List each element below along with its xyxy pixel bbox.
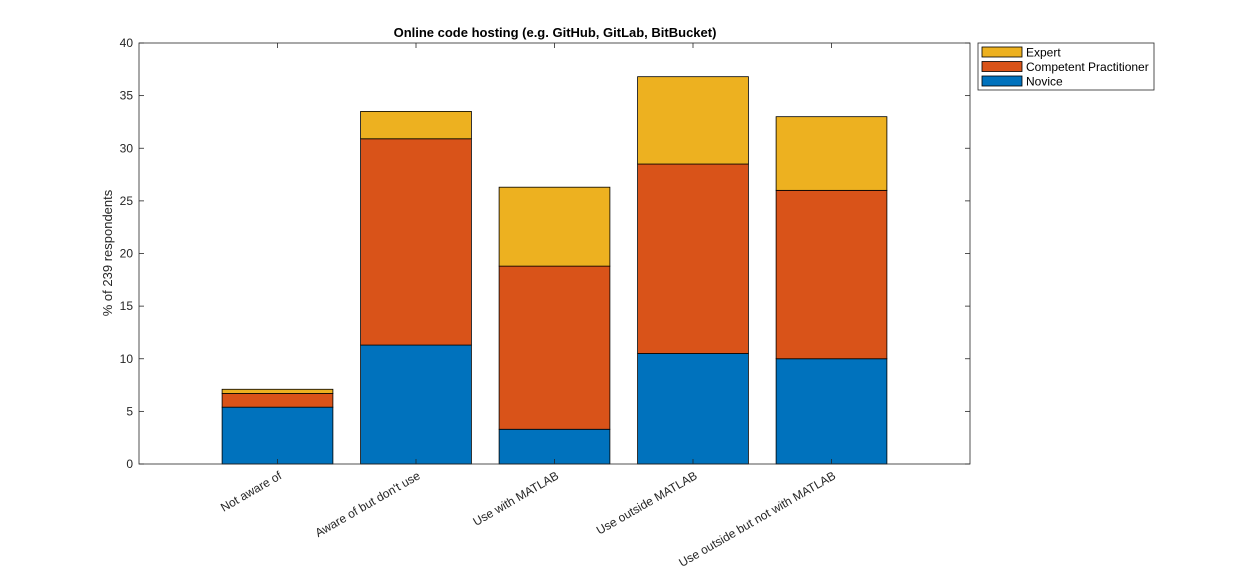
bar-segment-2-cat-4 <box>637 163 749 354</box>
bar-segment-2-cat-5 <box>775 189 888 360</box>
y-tick-label-5: 25 <box>120 194 134 208</box>
bar-segment-1-cat-4 <box>637 353 749 465</box>
y-tick-label-0: 0 <box>126 457 133 471</box>
y-tick-label-6: 30 <box>120 141 134 155</box>
y-tick-label-1: 5 <box>126 404 133 418</box>
y-tick-label-4: 20 <box>120 247 134 261</box>
y-axis-label: % of 239 respondents <box>100 189 115 316</box>
bar-segment-2-cat-3 <box>498 265 611 430</box>
x-tick-label-1: Aware of but don't use <box>313 468 423 540</box>
bar-segment-3-cat-5 <box>775 116 888 191</box>
legend-swatch-3 <box>981 75 1023 87</box>
y-tick-label-7: 35 <box>120 89 134 103</box>
legend-entry-1: Expert <box>1026 46 1061 60</box>
chart-title: Online code hosting (e.g. GitHub, GitLab… <box>394 25 717 40</box>
y-tick-label-2: 10 <box>120 352 134 366</box>
x-tick-label-4: Use outside but not with MATLAB <box>676 468 838 569</box>
y-tick-label-8: 40 <box>120 36 134 50</box>
bar-segment-1-cat-5 <box>775 358 888 465</box>
bar-segment-1-cat-1 <box>221 406 334 465</box>
bar-segment-2-cat-2 <box>360 138 472 346</box>
y-tick-label-3: 15 <box>120 299 134 313</box>
legend-entry-2: Competent Practitioner <box>1026 60 1149 74</box>
legend-swatch-1 <box>981 46 1023 58</box>
legend-swatch-2 <box>981 61 1023 72</box>
bar-segment-1-cat-2 <box>360 344 472 465</box>
legend-entry-3: Novice <box>1026 75 1063 89</box>
x-tick-label-2: Use with MATLAB <box>470 468 561 528</box>
bar-segment-3-cat-3 <box>498 186 611 267</box>
bar-segment-3-cat-4 <box>637 76 749 165</box>
x-tick-label-0: Not aware of <box>218 468 284 514</box>
bars-layer <box>221 76 888 465</box>
bar-segment-1-cat-3 <box>498 428 611 465</box>
bar-segment-3-cat-1 <box>221 388 334 394</box>
bar-segment-3-cat-2 <box>360 111 472 140</box>
bar-segment-2-cat-1 <box>221 393 334 408</box>
x-tick-label-3: Use outside MATLAB <box>594 468 700 537</box>
